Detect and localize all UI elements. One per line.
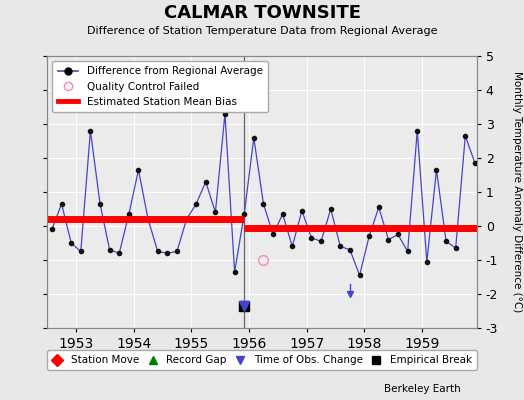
Point xyxy=(259,201,268,207)
Point xyxy=(375,204,383,210)
Point xyxy=(58,201,66,207)
Point xyxy=(307,235,315,241)
Point xyxy=(471,160,479,166)
Point xyxy=(173,248,181,255)
Point xyxy=(202,178,210,185)
Point xyxy=(278,211,287,217)
Point xyxy=(403,248,412,255)
Text: Berkeley Earth: Berkeley Earth xyxy=(385,384,461,394)
Point xyxy=(413,128,421,134)
Point xyxy=(48,226,56,232)
Point xyxy=(154,248,162,255)
Point xyxy=(86,128,95,134)
Text: CALMAR TOWNSITE: CALMAR TOWNSITE xyxy=(163,4,361,22)
Point xyxy=(231,269,239,275)
Point xyxy=(144,216,152,222)
Point xyxy=(182,216,191,222)
Point xyxy=(249,134,258,141)
Point xyxy=(134,167,143,173)
Point xyxy=(326,206,335,212)
Point xyxy=(77,248,85,255)
Point xyxy=(221,110,229,117)
Point xyxy=(67,240,75,246)
Point xyxy=(336,243,344,250)
Point xyxy=(317,238,325,244)
Point xyxy=(432,167,441,173)
Point xyxy=(163,250,171,256)
Point xyxy=(355,272,364,278)
Point xyxy=(394,231,402,238)
Point xyxy=(452,245,460,251)
Point xyxy=(192,201,200,207)
Point xyxy=(384,236,392,243)
Point xyxy=(105,246,114,253)
Point xyxy=(442,238,450,244)
Text: Difference of Station Temperature Data from Regional Average: Difference of Station Temperature Data f… xyxy=(87,26,437,36)
Point xyxy=(461,133,470,139)
Point xyxy=(269,231,277,238)
Point xyxy=(298,208,306,214)
Point xyxy=(423,258,431,265)
Point xyxy=(211,209,220,216)
Legend: Station Move, Record Gap, Time of Obs. Change, Empirical Break: Station Move, Record Gap, Time of Obs. C… xyxy=(47,350,477,370)
Point xyxy=(365,233,374,239)
Point xyxy=(125,211,133,217)
Y-axis label: Monthly Temperature Anomaly Difference (°C): Monthly Temperature Anomaly Difference (… xyxy=(512,71,522,313)
Point xyxy=(115,250,124,256)
Point xyxy=(288,243,297,250)
Point xyxy=(96,201,104,207)
Point xyxy=(240,211,248,217)
Point xyxy=(346,246,354,253)
